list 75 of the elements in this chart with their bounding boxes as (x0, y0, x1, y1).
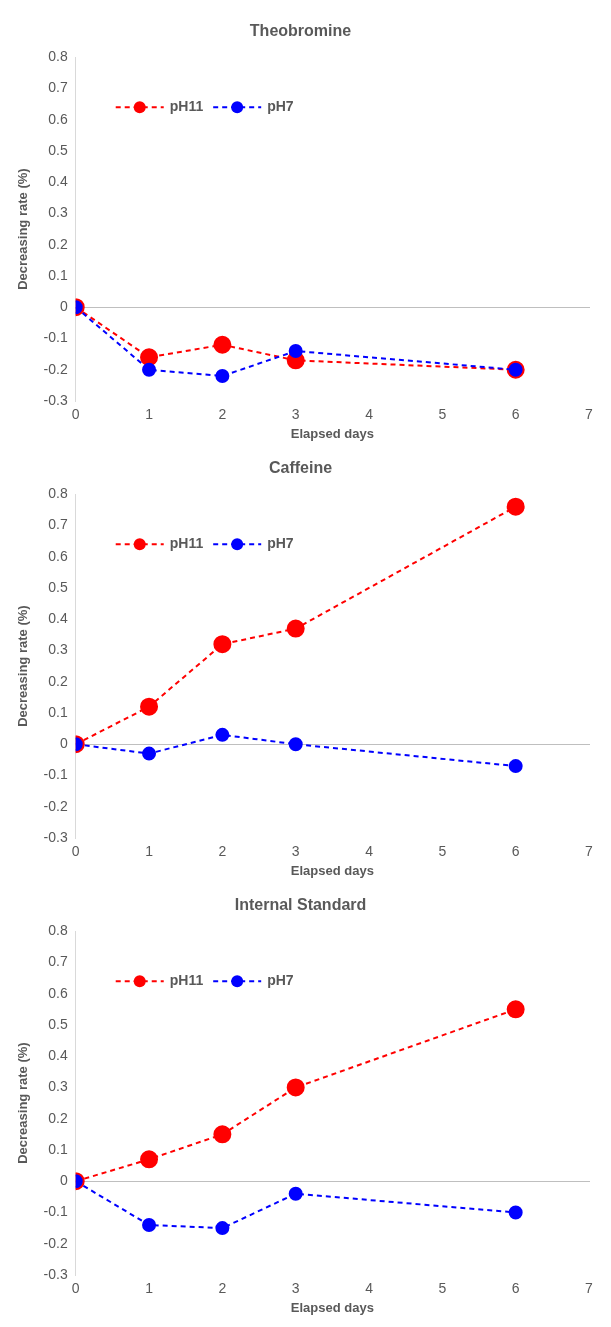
x-tick-label: 7 (585, 405, 594, 422)
y-tick-label: 0.1 (48, 266, 68, 283)
y-tick-label: -0.2 (43, 360, 68, 377)
y-tick-label: -0.1 (43, 1203, 68, 1220)
legend-label: pH7 (267, 98, 294, 115)
y-tick-label: 0.5 (48, 141, 68, 158)
y-tick-label: 0.4 (48, 1047, 68, 1064)
x-tick-label: 2 (218, 405, 227, 422)
x-tick-label: 0 (71, 405, 80, 422)
chart-title: Internal Standard (234, 896, 367, 914)
y-tick-label: 0.6 (48, 984, 68, 1001)
y-tick-label: -0.3 (43, 1265, 68, 1282)
y-axis-title: Decreasing rate (%) (15, 168, 31, 290)
x-tick-label: 6 (511, 1279, 520, 1296)
y-tick-label: 0.1 (48, 1140, 68, 1157)
x-tick-label: 7 (585, 842, 594, 859)
y-tick-label: -0.1 (43, 766, 68, 783)
y-tick-label: 0.8 (48, 485, 68, 502)
x-tick-label: 4 (365, 1279, 374, 1296)
y-axis-title: Decreasing rate (%) (15, 1042, 31, 1164)
x-tick-label: 3 (291, 842, 300, 859)
y-tick-label: 0.6 (48, 110, 68, 127)
y-tick-label: 0.3 (48, 204, 68, 221)
y-tick-label: 0.2 (48, 672, 68, 689)
y-axis-title: Decreasing rate (%) (15, 605, 31, 727)
y-tick-label: 0.3 (48, 641, 68, 658)
y-tick-label: 0.1 (48, 703, 68, 720)
x-tick-label: 4 (365, 842, 374, 859)
y-tick-label: 0.7 (48, 79, 68, 96)
y-tick-label: 0.7 (48, 953, 68, 970)
y-tick-label: 0.4 (48, 173, 68, 190)
x-tick-label: 0 (71, 1279, 80, 1296)
y-tick-label: 0.8 (48, 922, 68, 939)
x-axis-title: Elapsed days (290, 1300, 374, 1316)
y-tick-label: 0 (59, 1172, 68, 1189)
x-tick-label: 4 (365, 405, 374, 422)
x-tick-label: 5 (438, 1279, 447, 1296)
y-tick-label: -0.3 (43, 828, 68, 845)
x-tick-label: 7 (585, 1279, 594, 1296)
x-tick-label: 5 (438, 405, 447, 422)
legend-label: pH11 (169, 972, 204, 989)
x-tick-label: 2 (218, 1279, 227, 1296)
legend-label: pH7 (267, 972, 294, 989)
y-tick-label: 0.7 (48, 516, 68, 533)
x-axis-title: Elapsed days (290, 863, 374, 879)
y-tick-label: -0.2 (43, 797, 68, 814)
chart-title: Caffeine (268, 459, 333, 477)
x-tick-label: 1 (145, 842, 154, 859)
legend-label: pH11 (169, 535, 204, 552)
x-tick-label: 2 (218, 842, 227, 859)
y-tick-label: 0.2 (48, 1109, 68, 1126)
legend-label: pH11 (169, 98, 204, 115)
y-tick-label: 0.3 (48, 1078, 68, 1095)
x-axis-title: Elapsed days (290, 426, 374, 442)
y-tick-label: -0.1 (43, 329, 68, 346)
x-tick-label: 6 (511, 405, 520, 422)
y-tick-label: 0.5 (48, 578, 68, 595)
y-tick-label: -0.3 (43, 391, 68, 408)
y-tick-label: 0 (59, 735, 68, 752)
y-tick-label: 0.2 (48, 235, 68, 252)
x-tick-label: 3 (291, 405, 300, 422)
y-tick-label: 0.8 (48, 48, 68, 65)
x-tick-label: 5 (438, 842, 447, 859)
y-tick-label: 0.6 (48, 547, 68, 564)
legend-label: pH7 (267, 535, 294, 552)
y-tick-label: -0.2 (43, 1234, 68, 1251)
chart-title: Theobromine (249, 22, 352, 40)
y-tick-label: 0.5 (48, 1015, 68, 1032)
x-tick-label: 1 (145, 405, 154, 422)
x-tick-label: 6 (511, 842, 520, 859)
y-tick-label: 0.4 (48, 610, 68, 627)
y-tick-label: 0 (59, 298, 68, 315)
x-tick-label: 3 (291, 1279, 300, 1296)
x-tick-label: 0 (71, 842, 80, 859)
x-tick-label: 1 (145, 1279, 154, 1296)
